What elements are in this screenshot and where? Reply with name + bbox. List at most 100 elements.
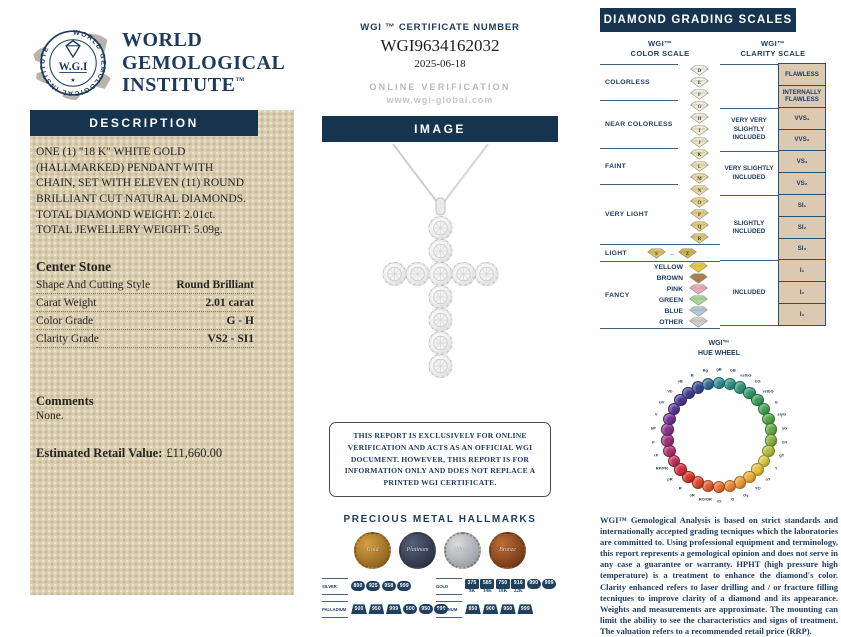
- stone-attribute-label: Clarity Grade: [36, 332, 99, 345]
- hue-wheel-label: rO: [716, 498, 722, 504]
- hallmark-metal-label: PALLADIUM: [322, 600, 348, 618]
- hue-wheel-label: oY: [765, 476, 771, 482]
- chain-left: [391, 144, 438, 203]
- diamond-gem-icon: H: [689, 113, 709, 124]
- clarity-group-label: INCLUDED: [720, 260, 778, 326]
- hallmark-stamp: 916: [511, 578, 526, 589]
- hue-wheel-dot: [661, 434, 674, 447]
- coin-label: Bronze: [499, 547, 516, 554]
- diamond-gem-icon: S: [647, 248, 666, 259]
- hue-wheel-label: gY: [779, 452, 785, 458]
- hallmark-coin: Bronze: [489, 531, 526, 569]
- website-link[interactable]: www.wgi-global.com: [386, 95, 494, 105]
- hallmark-groups: SILVER 800 925 958 999 GOLD 375 9K 585 14K 750 18K 9…: [322, 577, 558, 618]
- hallmark-stamp: 999: [385, 604, 402, 615]
- image-header: IMAGE: [322, 116, 558, 142]
- fancy-color-name: GREEN: [658, 297, 683, 305]
- comments-title: Comments: [36, 393, 94, 408]
- hue-wheel-label: Y: [774, 465, 778, 471]
- diamond-gem-icon: P: [689, 209, 709, 220]
- diamond-gem-icon: [689, 284, 708, 295]
- clarity-grade-cell: FLAWLESS: [778, 63, 826, 87]
- hue-wheel-label: Oy: [743, 492, 749, 498]
- retail-label: Estimated Retail Value:: [36, 445, 163, 460]
- hallmark-metal-label: PLATINUM: [436, 600, 462, 618]
- svg-text:F: F: [698, 93, 701, 98]
- hallmarks-title: PRECIOUS METAL HALLMARKS: [343, 513, 537, 525]
- center-stone-row: Clarity Grade VS2 - SI1: [36, 330, 254, 348]
- diamond-gem-icon: J: [689, 137, 709, 148]
- svg-text:E: E: [697, 81, 700, 86]
- hallmark-stamp: 999: [517, 604, 534, 615]
- clarity-grade-cell: INTERNALLY FLAWLESS: [778, 85, 826, 108]
- hue-wheel-label: Bg: [702, 367, 708, 373]
- stone-attribute-value: G - H: [226, 314, 254, 327]
- hue-wheel-label: oR: [689, 492, 695, 498]
- color-group-label: FAINT: [600, 148, 678, 184]
- svg-text:N: N: [697, 189, 701, 194]
- grading-scales: COLORLESS D E F NEAR COLORLESS G H I J FAI…: [600, 63, 838, 330]
- color-scale-group: COLORLESS D E F: [600, 64, 720, 100]
- hallmark-stamp-karat: 18K: [498, 589, 508, 595]
- hue-wheel-dot: [674, 463, 687, 476]
- clarity-grade-cell: VS₁: [778, 150, 826, 174]
- hallmark-stamp: 500: [403, 604, 418, 615]
- hallmark-stamp: 999: [397, 581, 412, 592]
- hue-wheel-label: bV: [659, 399, 665, 405]
- svg-text:S: S: [655, 252, 658, 257]
- color-scale-group: VERY LIGHT N O P Q R: [600, 184, 720, 244]
- clarity-grade-cell: SI₁: [778, 194, 826, 217]
- comments-value: None.: [36, 409, 64, 422]
- fancy-color-name: OTHER: [659, 319, 683, 327]
- hallmark-group: SILVER 800 925 958 999: [322, 577, 426, 595]
- hallmark-coin: Gold: [354, 531, 391, 569]
- color-group-label: FANCY: [605, 291, 630, 299]
- svg-text:K: K: [697, 153, 701, 158]
- grading-scales-header: DIAMOND GRADING SCALES: [600, 8, 796, 32]
- color-scale-group: FANCY YELLOW BROWN PINK GREEN BLUE OTHER: [600, 262, 720, 330]
- diamond-gem-icon: R: [689, 233, 709, 244]
- stone-attribute-value: Round Brilliant: [176, 278, 254, 291]
- hallmark-stamp: 950: [418, 604, 433, 615]
- hallmark-group: PLATINUM 850 900 950 999: [436, 600, 558, 618]
- hallmark-stamp: 375: [465, 578, 479, 589]
- diamond-gem-icon: [689, 295, 708, 306]
- coin-label: Gold: [366, 547, 379, 554]
- center-stone-title: Center Stone: [36, 258, 112, 274]
- svg-text:I: I: [698, 129, 700, 134]
- diamond-gem-icon: Q: [689, 221, 709, 232]
- hallmark-stamp: 585: [480, 578, 495, 589]
- hue-wheel-label: RP/PR: [655, 465, 668, 471]
- hue-wheel-label: bG: [755, 378, 761, 384]
- fancy-color-row: BLUE: [630, 306, 720, 317]
- clarity-scale-group: VERY SLIGHTLY INCLUDED VS₁ VS₂: [720, 150, 828, 196]
- clarity-scale-group: FLAWLESS INTERNALLY FLAWLESS: [720, 63, 828, 108]
- hallmark-stamp: 958: [381, 581, 396, 592]
- fancy-color-row: PINK: [630, 284, 720, 295]
- hue-wheel-dot: [661, 423, 674, 436]
- clarity-scale-group: VERY VERY SLIGHTLY INCLUDED VVS₁ VVS₂: [720, 106, 828, 152]
- hue-wheel-title: WGI™ HUE WHEEL: [698, 340, 740, 358]
- fancy-color-name: YELLOW: [653, 264, 683, 272]
- center-stone-row: Color Grade G - H: [36, 312, 254, 330]
- clarity-grade-cell: VVS₁: [778, 106, 826, 130]
- hallmark-stamp: 900: [482, 604, 499, 615]
- center-stone-row: Carat Weight 2.01 carat: [36, 294, 254, 312]
- color-range-row: S – Z: [646, 248, 698, 259]
- hallmark-stamp: 950: [499, 604, 516, 615]
- hallmark-stamp: 800: [351, 581, 365, 592]
- fancy-color-row: GREEN: [630, 295, 720, 306]
- clarity-grade-cell: SI₂: [778, 215, 826, 239]
- clarity-group-label: VERY SLIGHTLY INCLUDED: [720, 151, 778, 195]
- diamond-gem-icon: [689, 273, 708, 284]
- color-scale-title: WGI™ COLOR SCALE: [630, 39, 690, 59]
- hue-wheel-dot: [667, 402, 681, 416]
- hue-wheel-label: P: [652, 439, 655, 445]
- clarity-scale-group: SLIGHTLY INCLUDED SI₁ SI₂ SI₃: [720, 194, 828, 261]
- color-scale-group: NEAR COLORLESS G H I J: [600, 100, 720, 148]
- hallmark-stamp: 500: [351, 604, 367, 615]
- clarity-scale-title: WGI™ CLARITY SCALE: [740, 39, 806, 59]
- logo-diamond-icon: [65, 39, 81, 59]
- hallmark-stamp: 999: [542, 578, 557, 589]
